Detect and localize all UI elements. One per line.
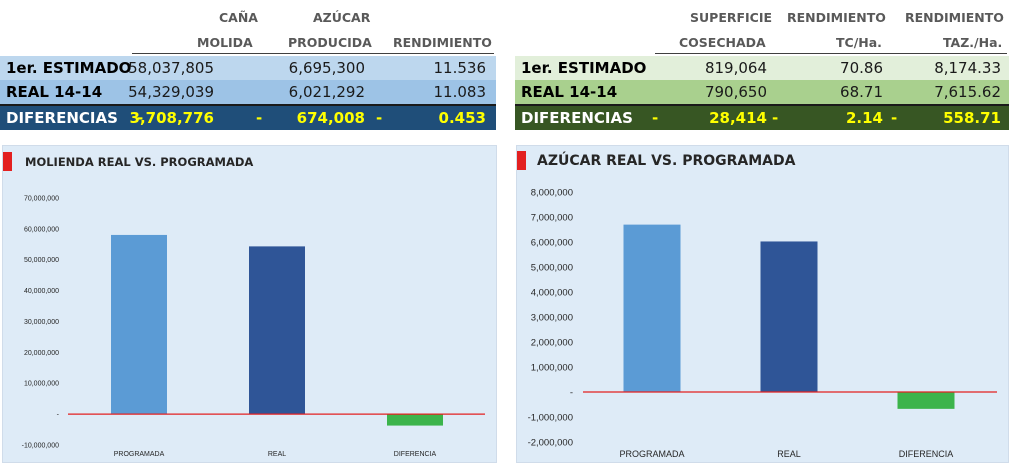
- molienda-chart-panel: MOLIENDA REAL VS. PROGRAMADA -10,000,000…: [2, 145, 497, 463]
- y-tick-label: 3,000,000: [531, 312, 573, 323]
- row-label: REAL 14-14: [521, 83, 618, 101]
- y-tick-label: -2,000,000: [528, 437, 573, 448]
- dash-sign: -: [137, 109, 144, 127]
- cell-superficie: 790,650: [704, 83, 767, 101]
- header-tc-ha: TC/Ha.: [836, 35, 882, 50]
- cell-superficie: 28,414: [709, 109, 767, 127]
- y-tick-label: 2,000,000: [531, 337, 573, 348]
- cell-cana-molida: 58,037,805: [128, 59, 214, 77]
- azucar-bar-chart: -2,000,000-1,000,000-1,000,0002,000,0003…: [528, 187, 997, 459]
- dash-sign: -: [376, 109, 383, 127]
- y-tick-label: 40,000,000: [24, 288, 59, 295]
- header-azucar: AZÚCAR: [313, 10, 371, 25]
- header-rendimiento-taz: RENDIMIENTO: [905, 10, 1004, 25]
- rendimiento-summary-table: SUPERFICIE COSECHADA RENDIMIENTO TC/Ha. …: [515, 0, 1009, 132]
- cell-azucar-producida: 6,021,292: [288, 83, 365, 101]
- bar-real: [760, 241, 818, 392]
- x-category-label: PROGRAMADA: [114, 451, 165, 458]
- cell-taz-ha: 8,174.33: [934, 59, 1001, 77]
- cell-azucar-producida: 674,008: [296, 109, 365, 127]
- cell-rendimiento: 11.083: [433, 83, 487, 101]
- cell-azucar-producida: 6,695,300: [288, 59, 365, 77]
- x-category-label: DIFERENCIA: [899, 449, 954, 459]
- y-tick-label: 50,000,000: [24, 257, 59, 264]
- row-diferencias: DIFERENCIAS - 28,414 - 2.14 - 558.71: [515, 106, 1009, 130]
- row-real: REAL 14-14 790,650 68.71 7,615.62: [515, 80, 1009, 104]
- cell-rendimiento: 0.453: [438, 109, 486, 127]
- cell-cana-molida: 3,708,776: [129, 109, 214, 127]
- azucar-chart-panel: AZÚCAR REAL VS. PROGRAMADA -2,000,000 -1,…: [516, 145, 1009, 463]
- bar-diferencia: [897, 392, 955, 409]
- y-tick-label: 1,000,000: [531, 362, 573, 373]
- y-tick-label: -: [570, 387, 573, 398]
- y-tick-label: 4,000,000: [531, 287, 573, 298]
- header-superficie: SUPERFICIE: [690, 10, 773, 25]
- dash-sign: -: [652, 109, 659, 127]
- header-rule: [655, 53, 1007, 54]
- cell-rendimiento: 11.536: [433, 59, 487, 77]
- y-tick-label: 5,000,000: [531, 262, 573, 273]
- x-category-label: REAL: [268, 451, 286, 458]
- row-diferencias: DIFERENCIAS - 3,708,776 - 674,008 - 0.45…: [0, 106, 496, 130]
- y-tick-label: -: [57, 412, 60, 419]
- y-tick-label: 70,000,000: [24, 195, 59, 202]
- title-marker: [3, 152, 12, 171]
- cell-taz-ha: 558.71: [943, 109, 1001, 127]
- bar-real: [249, 246, 305, 415]
- header-taz-ha: TAZ./Ha.: [943, 35, 1003, 50]
- x-category-label: DIFERENCIA: [394, 451, 437, 458]
- header-cosechada: COSECHADA: [679, 35, 766, 50]
- header-rendimiento-tc: RENDIMIENTO: [787, 10, 886, 25]
- row-label: DIFERENCIAS: [6, 109, 118, 127]
- header-rendimiento: RENDIMIENTO: [393, 35, 492, 50]
- bar-programada: [623, 224, 681, 392]
- cell-superficie: 819,064: [704, 59, 767, 77]
- chart-title: AZÚCAR REAL VS. PROGRAMADA: [537, 153, 796, 169]
- x-category-label: PROGRAMADA: [619, 449, 684, 459]
- molienda-summary-table: CAÑA MOLIDA AZÚCAR PRODUCIDA RENDIMIENTO…: [0, 0, 496, 132]
- y-tick-label: -10,000,000: [22, 442, 59, 449]
- row-estimado: 1er. ESTIMADO 819,064 70.86 8,174.33: [515, 56, 1009, 80]
- header-rule: [132, 53, 494, 54]
- cell-cana-molida: 54,329,039: [128, 83, 214, 101]
- y-tick-label: 60,000,000: [24, 226, 59, 233]
- y-tick-label: 30,000,000: [24, 319, 59, 326]
- header-producida: PRODUCIDA: [288, 35, 372, 50]
- title-marker: [517, 151, 526, 170]
- dash-sign: -: [772, 109, 779, 127]
- bar-diferencia: [387, 414, 443, 426]
- bar-programada: [111, 234, 167, 415]
- chart-title: MOLIENDA REAL VS. PROGRAMADA: [25, 155, 254, 169]
- diff-rule: [0, 104, 496, 106]
- y-tick-label: -1,000,000: [528, 412, 573, 423]
- header-cana: CAÑA: [219, 10, 258, 25]
- dash-sign: -: [891, 109, 898, 127]
- y-tick-label: 8,000,000: [531, 187, 573, 198]
- dash-sign: -: [256, 109, 263, 127]
- cell-tc-ha: 2.14: [845, 109, 883, 127]
- diff-rule: [515, 104, 1009, 106]
- cell-tc-ha: 70.86: [840, 59, 883, 77]
- row-label: 1er. ESTIMADO: [521, 59, 647, 77]
- row-label: DIFERENCIAS: [521, 109, 633, 127]
- y-tick-label: 7,000,000: [531, 212, 573, 223]
- y-tick-label: 10,000,000: [24, 381, 59, 388]
- x-category-label: REAL: [777, 449, 801, 459]
- row-estimado: 1er. ESTIMADO 58,037,805 6,695,300 11.53…: [0, 56, 496, 80]
- header-molida: MOLIDA: [197, 35, 253, 50]
- cell-tc-ha: 68.71: [840, 83, 883, 101]
- row-label: REAL 14-14: [6, 83, 103, 101]
- y-tick-label: 6,000,000: [531, 237, 573, 248]
- row-label: 1er. ESTIMADO: [6, 59, 132, 77]
- y-tick-label: 20,000,000: [24, 350, 59, 357]
- cell-taz-ha: 7,615.62: [934, 83, 1001, 101]
- row-real: REAL 14-14 54,329,039 6,021,292 11.083: [0, 80, 496, 104]
- molienda-bar-chart: -10,000,000-10,000,00020,000,00030,000,0…: [22, 195, 485, 458]
